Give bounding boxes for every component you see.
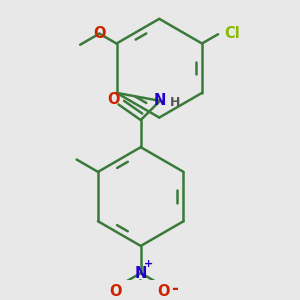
- Text: H: H: [169, 96, 180, 109]
- Text: O: O: [107, 92, 120, 107]
- Text: Cl: Cl: [224, 26, 240, 40]
- Text: N: N: [154, 93, 166, 108]
- Text: O: O: [93, 26, 106, 41]
- Text: +: +: [143, 260, 153, 269]
- Text: -: -: [171, 280, 178, 298]
- Text: O: O: [110, 284, 122, 299]
- Text: O: O: [157, 284, 170, 299]
- Text: N: N: [135, 266, 147, 280]
